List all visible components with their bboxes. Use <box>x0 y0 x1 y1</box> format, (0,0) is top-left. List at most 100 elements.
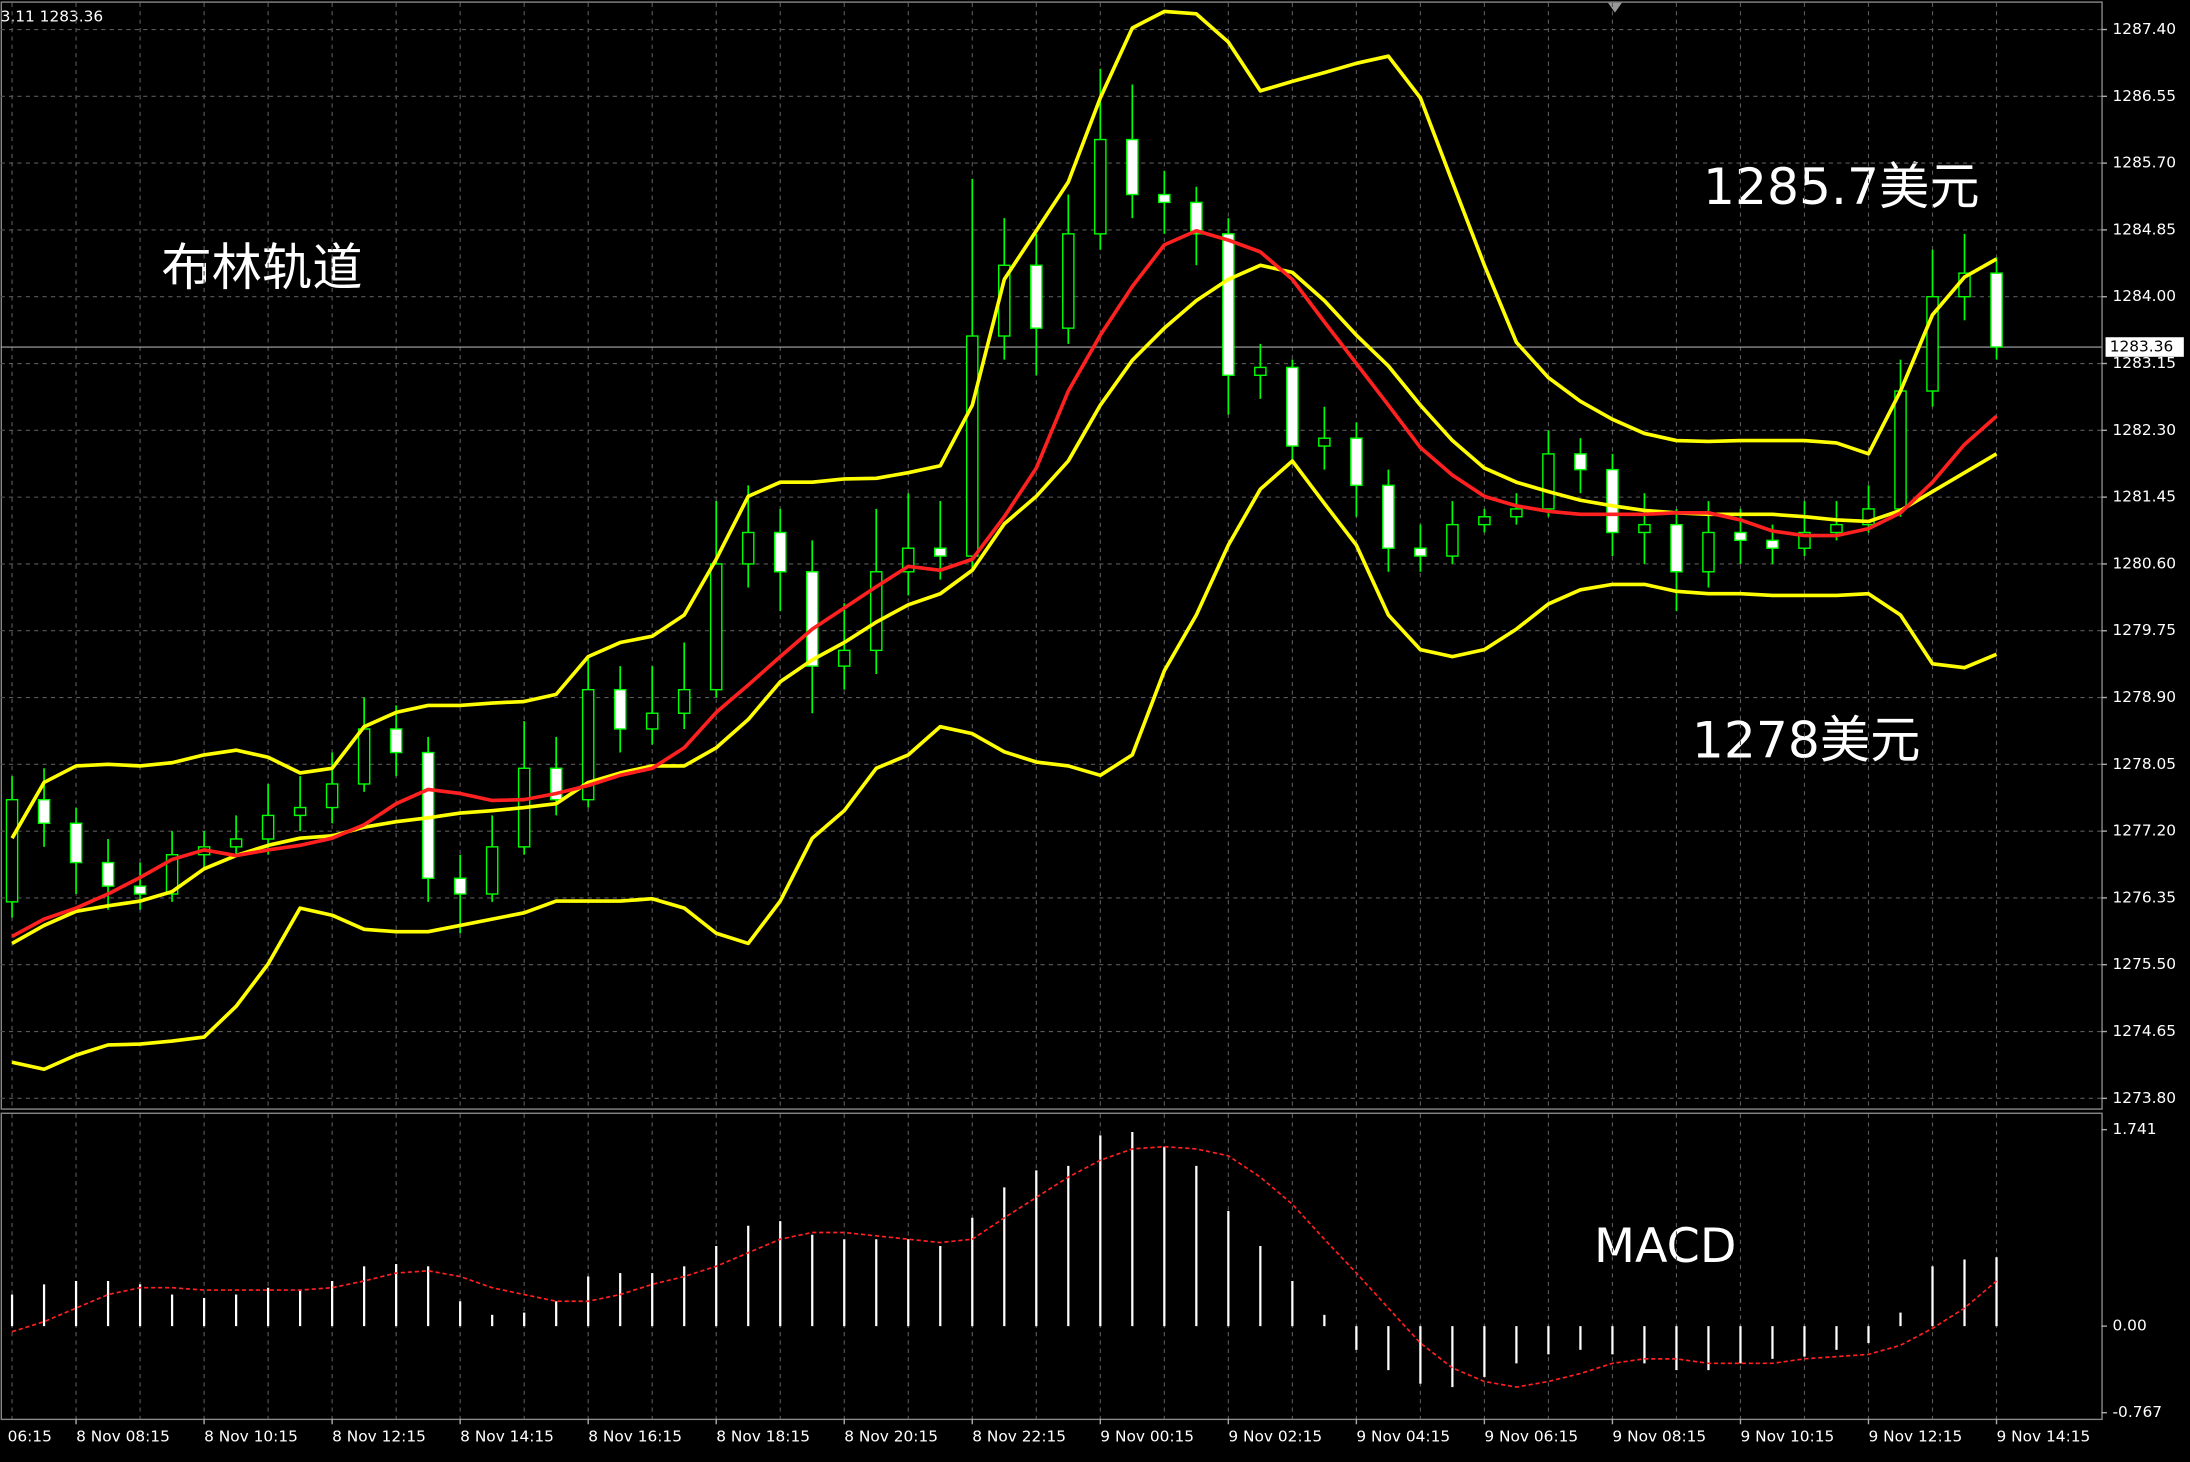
candle-body <box>1670 523 1683 573</box>
candle-body <box>1766 539 1779 549</box>
y-tick-label: 1287.40 <box>2113 20 2177 38</box>
candle-body <box>1478 516 1491 526</box>
candle-body <box>229 838 243 848</box>
current-price-label: 1283.36 <box>2110 338 2174 356</box>
candle-body <box>773 531 787 573</box>
candle-body <box>133 885 147 895</box>
y-tick-label: 1275.50 <box>2113 955 2177 973</box>
candle-body <box>1926 296 1939 392</box>
candle-body <box>453 877 467 895</box>
y-tick-label: 0.00 <box>2113 1317 2147 1335</box>
y-tick-label: 1286.55 <box>2113 87 2177 105</box>
y-tick-label: 1.741 <box>2113 1120 2157 1138</box>
x-tick-label: 8 Nov 22:15 <box>972 1427 1066 1445</box>
annotation: 1285.7美元 <box>1703 157 1980 216</box>
x-tick-label: 8 Nov 16:15 <box>588 1427 682 1445</box>
x-tick-label: 8 Nov 20:15 <box>844 1427 938 1445</box>
y-tick-label: 1278.90 <box>2113 688 2177 706</box>
y-tick-label: 1277.20 <box>2113 822 2177 840</box>
candle-body <box>1350 437 1363 487</box>
candle-body <box>261 814 275 840</box>
y-tick-label: 1284.85 <box>2113 220 2177 238</box>
annotation: MACD <box>1594 1219 1736 1274</box>
x-tick-label: 9 Nov 10:15 <box>1740 1427 1834 1445</box>
candle-body <box>293 806 307 817</box>
candle-body <box>1798 531 1811 549</box>
candle-body <box>165 854 179 895</box>
y-tick-label: 1278.05 <box>2113 755 2177 773</box>
y-tick-label: 1279.75 <box>2113 621 2177 639</box>
candle-body <box>1414 547 1427 557</box>
candle-body <box>901 547 915 573</box>
y-tick-label: 1281.45 <box>2113 488 2177 506</box>
x-tick-label: 8 Nov 08:15 <box>76 1427 170 1445</box>
annotation: 1278美元 <box>1692 711 1921 770</box>
candle-body <box>1158 193 1171 204</box>
candle-body <box>37 798 51 824</box>
candle-body <box>581 688 595 801</box>
candle-body <box>1734 531 1747 542</box>
candle-body <box>1318 437 1331 447</box>
macd-frame <box>0 1112 2103 1421</box>
candle-body <box>1702 531 1715 573</box>
x-tick-label: 9 Nov 08:15 <box>1612 1427 1706 1445</box>
candle-body <box>1574 453 1587 471</box>
candle-body <box>1990 272 2003 348</box>
y-tick-label: 1273.80 <box>2113 1089 2177 1107</box>
y-tick-label: -0.767 <box>2113 1403 2163 1421</box>
candle-body <box>1830 523 1843 534</box>
candle-body <box>933 547 947 557</box>
candle-body <box>69 822 83 864</box>
candle-body <box>5 798 19 903</box>
line <box>11 1145 1998 1388</box>
x-tick-label: 9 Nov 12:15 <box>1868 1427 1962 1445</box>
line <box>11 228 1998 939</box>
annotation: 布林轨道 <box>161 238 362 297</box>
x-tick-label: 8 Nov 18:15 <box>716 1427 810 1445</box>
x-tick-label: 8 Nov 12:15 <box>332 1427 426 1445</box>
candle-body <box>645 712 659 730</box>
header: 3.11 1283.36 <box>1 7 104 25</box>
candle-body <box>1382 484 1395 549</box>
y-tick-label: 1280.60 <box>2113 554 2177 572</box>
candle-body <box>837 649 851 667</box>
current-price-box <box>2105 337 2184 357</box>
x-tick-label: 9 Nov 02:15 <box>1228 1427 1322 1445</box>
x-tick-label: 9 Nov 04:15 <box>1356 1427 1450 1445</box>
x-tick-label: 9 Nov 14:15 <box>1997 1427 2091 1445</box>
candle-body <box>613 688 627 730</box>
x-tick-label: 9 Nov 06:15 <box>1484 1427 1578 1445</box>
candle-body <box>677 688 691 714</box>
candle-body <box>1030 264 1043 329</box>
y-tick-label: 1274.65 <box>2113 1022 2177 1040</box>
candle-body <box>101 861 115 887</box>
candle-body <box>325 783 339 809</box>
candle-body <box>869 571 883 652</box>
candle-body <box>549 767 563 801</box>
line <box>10 9 1998 840</box>
candle-body <box>357 728 371 785</box>
candle-body <box>1286 366 1299 447</box>
candle-body <box>1446 523 1459 557</box>
x-tick-label: 9 Nov 00:15 <box>1100 1427 1194 1445</box>
y-tick-label: 1282.30 <box>2113 421 2177 439</box>
x-tick-label: 8 Nov 10:15 <box>204 1427 298 1445</box>
candle-body <box>1094 138 1107 235</box>
candle-body <box>1062 233 1075 329</box>
x-tick-label: 06:15 <box>8 1427 52 1445</box>
main-frame <box>0 1 2103 1110</box>
candle-body <box>389 728 403 754</box>
candle-body <box>485 846 499 895</box>
candle-body <box>1510 508 1523 518</box>
candle-body <box>1222 233 1235 377</box>
y-tick-label: 1283.15 <box>2113 354 2177 372</box>
y-tick-label: 1276.35 <box>2113 888 2177 906</box>
x-tick-label: 8 Nov 14:15 <box>460 1427 554 1445</box>
candle-body <box>805 571 819 667</box>
candle-body <box>1190 201 1203 235</box>
y-tick-label: 1285.70 <box>2113 154 2177 172</box>
candle-body <box>1254 366 1267 377</box>
line <box>11 459 1998 1072</box>
